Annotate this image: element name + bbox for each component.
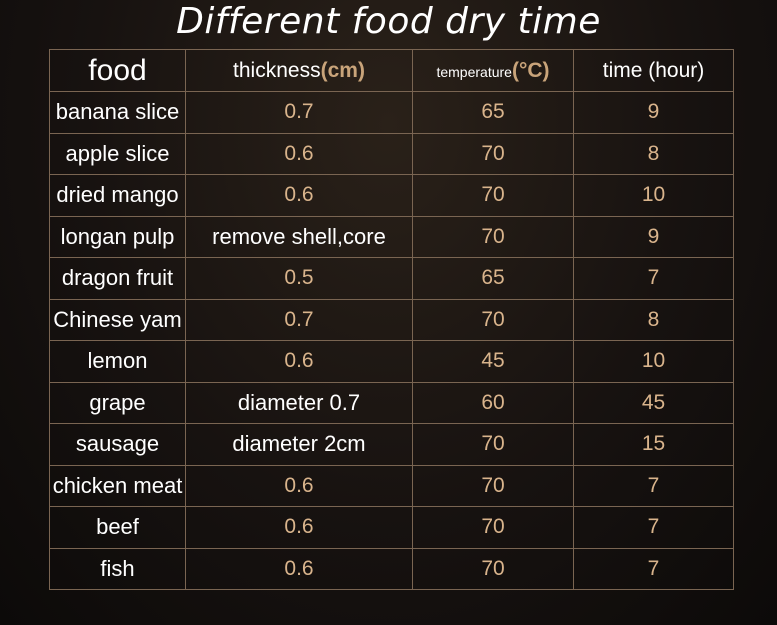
food-cell: Chinese yam (49, 298, 186, 341)
thickness-cell: remove shell,core (185, 215, 413, 258)
table-row: Chinese yam 0.7 70 8 (49, 298, 734, 341)
header-temperature-label: temperature (436, 63, 512, 80)
food-cell: longan pulp (49, 215, 186, 258)
time-cell: 10 (573, 340, 734, 383)
table-body: banana slice 0.7 65 9 apple slice 0.6 70 8 dried… (49, 91, 734, 590)
table-row: beef 0.6 70 7 (49, 506, 734, 549)
table-row: fish 0.6 70 7 (49, 547, 734, 590)
food-cell: dried mango (49, 174, 186, 217)
food-dry-time-table: food thickness(cm) temperature(°C) time … (49, 49, 734, 590)
header-temperature: temperature(°C) (412, 49, 574, 92)
thickness-cell: diameter 2cm (185, 423, 413, 466)
temperature-cell: 70 (412, 423, 574, 466)
temperature-cell: 65 (412, 257, 574, 300)
food-cell: dragon fruit (49, 257, 186, 300)
food-cell: banana slice (49, 91, 186, 134)
temperature-cell: 70 (412, 132, 574, 175)
time-cell: 7 (573, 464, 734, 507)
thickness-cell: 0.6 (185, 174, 413, 217)
food-cell: lemon (49, 340, 186, 383)
temperature-cell: 70 (412, 547, 574, 590)
header-temperature-unit: (°C) (511, 58, 550, 82)
table-row: lemon 0.6 45 10 (49, 340, 734, 383)
time-cell: 10 (573, 174, 734, 217)
temperature-cell: 45 (412, 340, 574, 383)
page-title: Different food dry time (176, 1, 601, 42)
header-food: food (49, 49, 186, 92)
table-row: longan pulp remove shell,core 70 9 (49, 215, 734, 258)
temperature-cell: 65 (412, 91, 574, 134)
food-cell: fish (49, 547, 186, 590)
time-cell: 7 (573, 257, 734, 300)
header-thickness-label: thickness (233, 58, 321, 82)
header-thickness-unit: (cm) (320, 58, 365, 82)
time-cell: 8 (573, 132, 734, 175)
time-cell: 45 (573, 381, 734, 424)
thickness-cell: 0.6 (185, 547, 413, 590)
table-row: grape diameter 0.7 60 45 (49, 381, 734, 424)
thickness-cell: diameter 0.7 (185, 381, 413, 424)
time-cell: 15 (573, 423, 734, 466)
time-cell: 7 (573, 506, 734, 549)
table-row: dried mango 0.6 70 10 (49, 174, 734, 217)
thickness-cell: 0.6 (185, 464, 413, 507)
food-cell: beef (49, 506, 186, 549)
table-row: sausage diameter 2cm 70 15 (49, 423, 734, 466)
header-thickness: thickness(cm) (185, 49, 413, 92)
temperature-cell: 70 (412, 464, 574, 507)
temperature-cell: 70 (412, 506, 574, 549)
thickness-cell: 0.7 (185, 91, 413, 134)
time-cell: 7 (573, 547, 734, 590)
time-cell: 9 (573, 91, 734, 134)
table-row: chicken meat 0.6 70 7 (49, 464, 734, 507)
thickness-cell: 0.6 (185, 340, 413, 383)
header-time: time (hour) (573, 49, 734, 92)
temperature-cell: 70 (412, 298, 574, 341)
thickness-cell: 0.6 (185, 506, 413, 549)
food-cell: apple slice (49, 132, 186, 175)
table-header-row: food thickness(cm) temperature(°C) time … (49, 49, 734, 92)
thickness-cell: 0.6 (185, 132, 413, 175)
thickness-cell: 0.5 (185, 257, 413, 300)
table-row: apple slice 0.6 70 8 (49, 132, 734, 175)
temperature-cell: 60 (412, 381, 574, 424)
food-cell: grape (49, 381, 186, 424)
table-row: banana slice 0.7 65 9 (49, 91, 734, 134)
temperature-cell: 70 (412, 215, 574, 258)
food-cell: chicken meat (49, 464, 186, 507)
time-cell: 9 (573, 215, 734, 258)
table-row: dragon fruit 0.5 65 7 (49, 257, 734, 300)
time-cell: 8 (573, 298, 734, 341)
temperature-cell: 70 (412, 174, 574, 217)
thickness-cell: 0.7 (185, 298, 413, 341)
food-cell: sausage (49, 423, 186, 466)
